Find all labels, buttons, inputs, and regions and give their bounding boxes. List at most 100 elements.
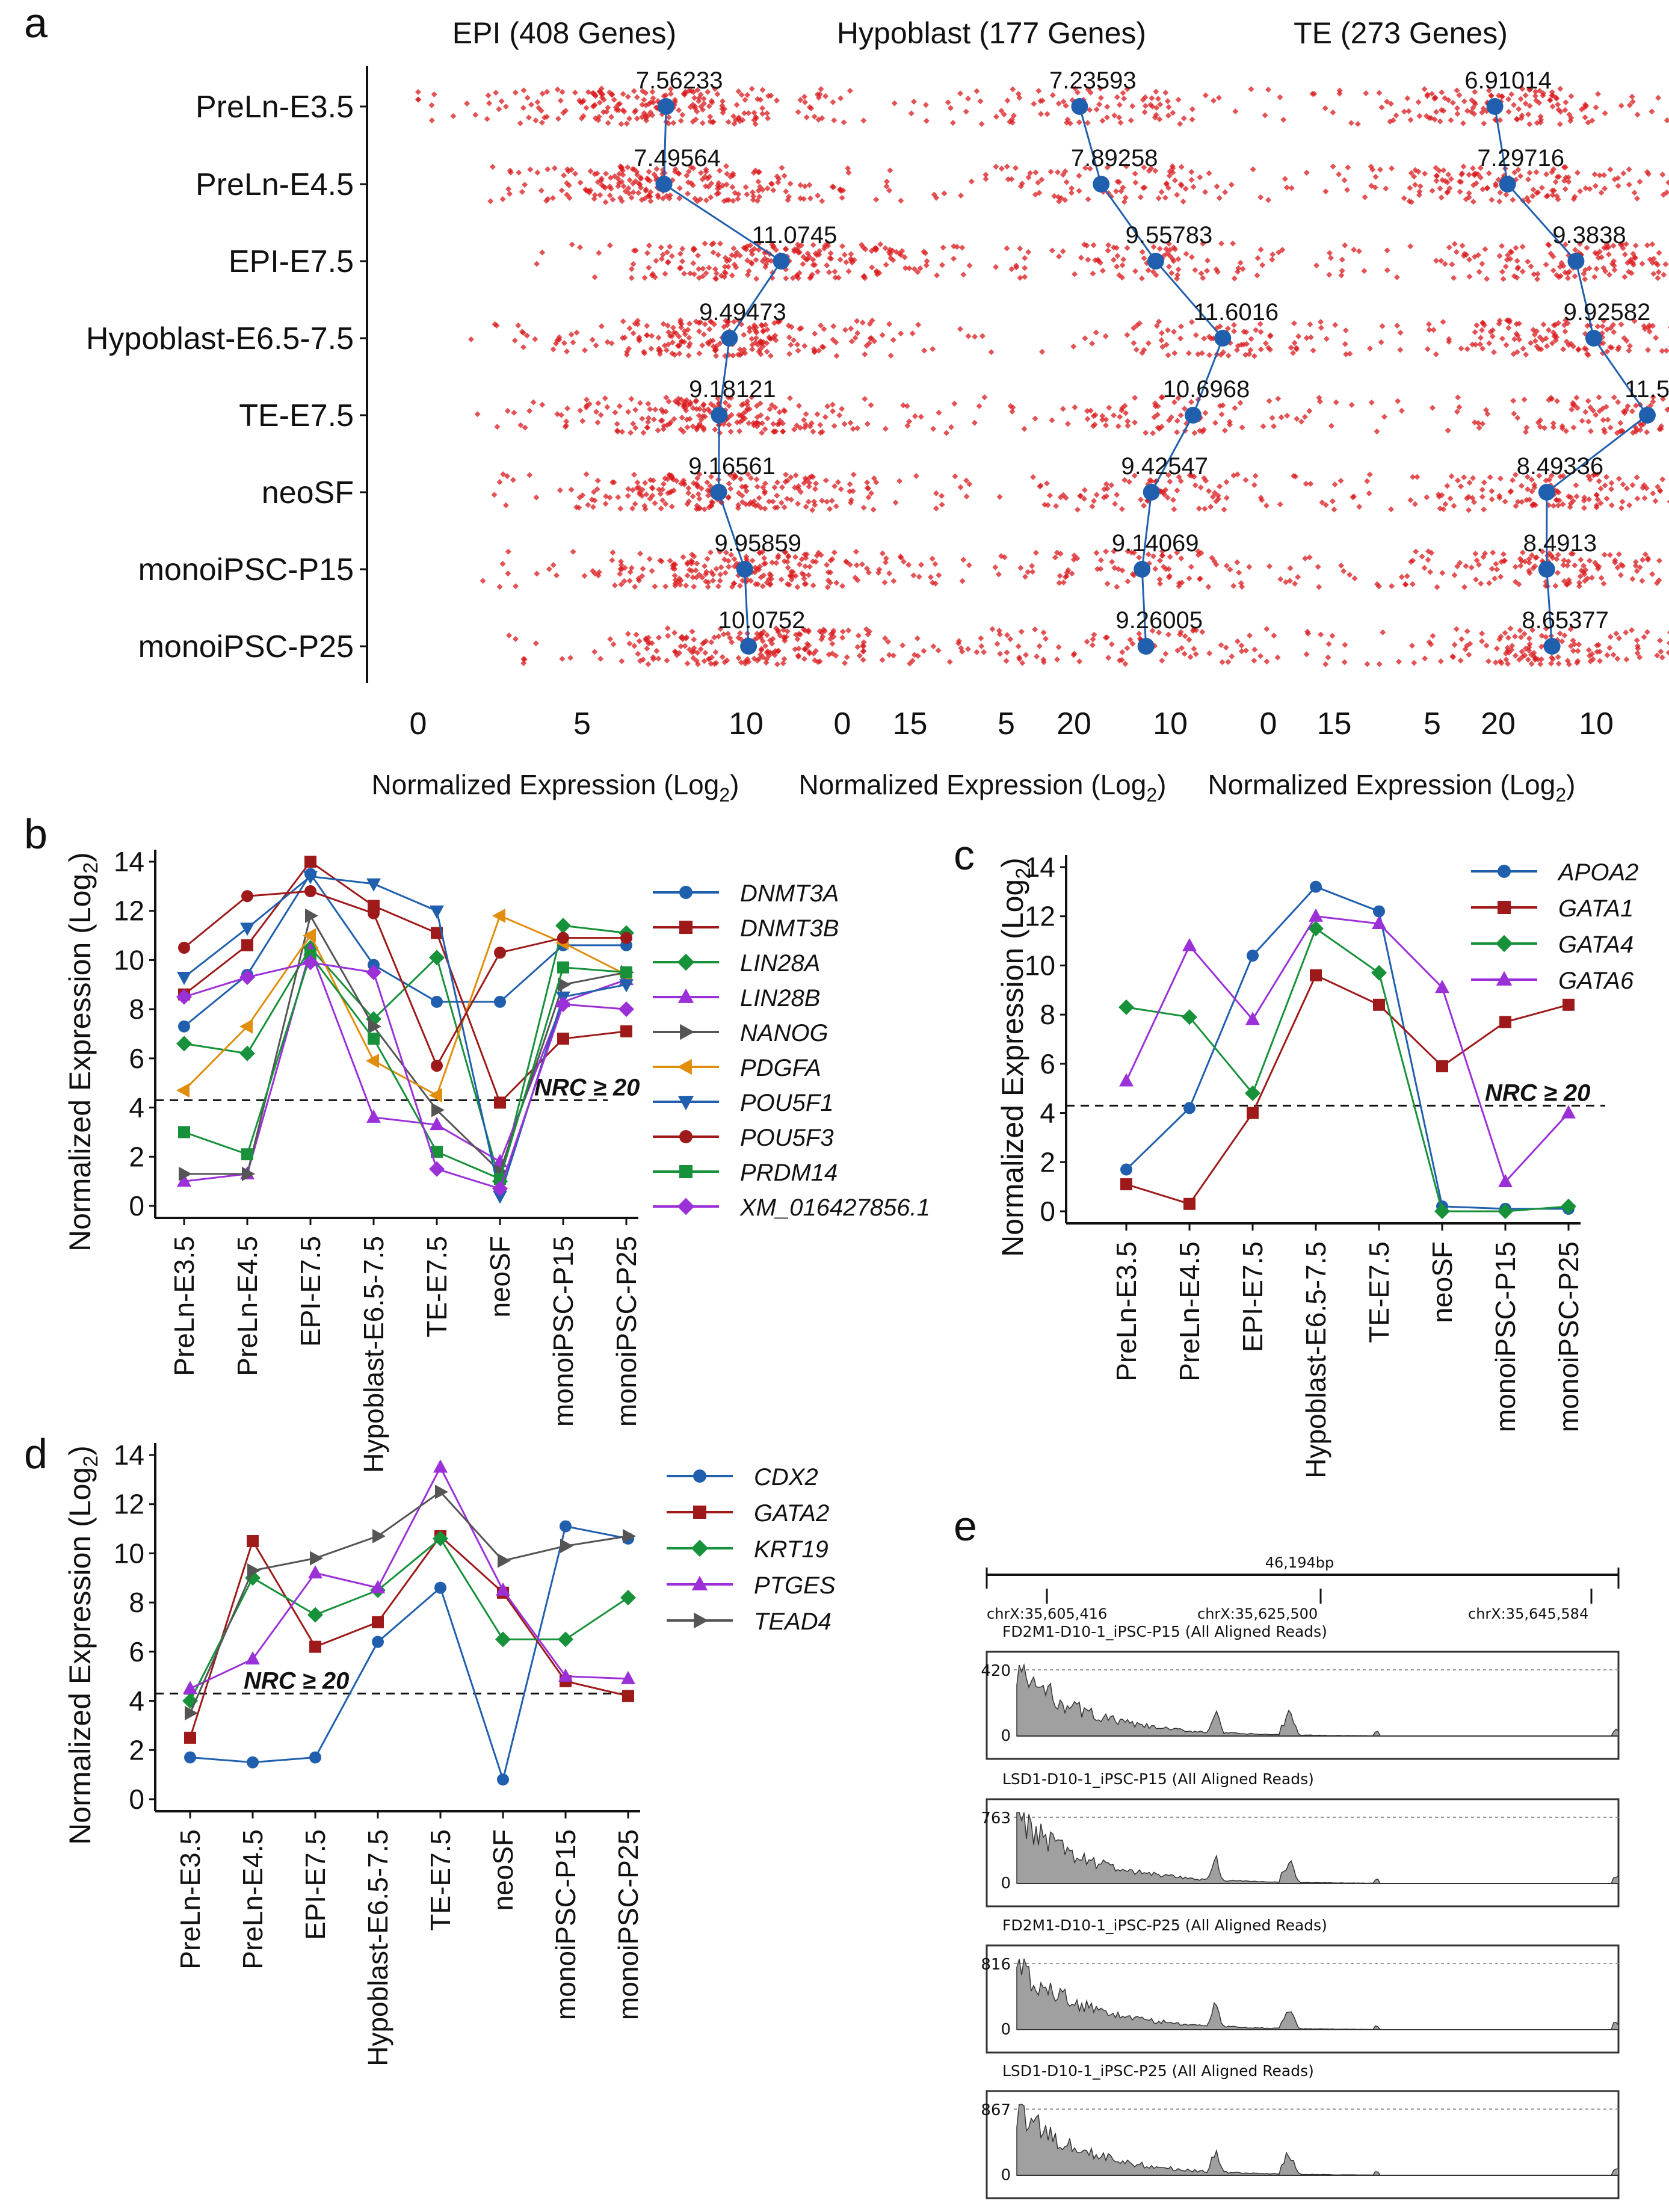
data-point: [818, 552, 824, 558]
data-point: [643, 90, 649, 96]
mean-marker: [1093, 176, 1110, 193]
data-point: [964, 646, 971, 652]
data-point: [1664, 189, 1669, 196]
series-point: [1120, 1163, 1132, 1176]
data-point: [1581, 571, 1588, 578]
series-point: [185, 1706, 198, 1720]
data-point: [694, 560, 700, 567]
data-point: [706, 265, 712, 271]
data-point: [767, 335, 773, 342]
data-point: [1434, 173, 1440, 179]
data-point: [738, 476, 744, 483]
data-point: [775, 318, 782, 324]
data-point: [1143, 430, 1149, 436]
data-point: [710, 119, 717, 125]
y-axis-label-subscript: 2: [1012, 868, 1035, 879]
data-point: [1448, 176, 1454, 182]
x-axis-label-subscript: 2: [1146, 784, 1157, 806]
series-point: [558, 1668, 573, 1682]
data-point: [1627, 258, 1634, 265]
data-point: [594, 419, 601, 426]
data-point: [624, 348, 631, 355]
mean-marker: [1486, 98, 1504, 115]
data-point: [559, 655, 566, 662]
data-point: [1634, 650, 1641, 656]
data-point: [686, 335, 693, 341]
data-point: [1156, 116, 1163, 123]
data-point: [1388, 582, 1395, 589]
data-point: [1655, 275, 1661, 282]
point-cloud: [1315, 548, 1663, 590]
data-point: [485, 92, 492, 99]
series-point: [1247, 1107, 1259, 1119]
data-point: [539, 401, 546, 408]
data-point: [694, 87, 701, 93]
data-point: [824, 561, 830, 568]
data-point: [1549, 555, 1556, 561]
data-point: [1621, 335, 1627, 341]
data-point: [539, 90, 546, 97]
data-point: [1025, 569, 1031, 575]
data-point: [760, 572, 767, 579]
data-point: [1566, 111, 1573, 118]
data-point: [653, 104, 659, 111]
data-point: [1529, 627, 1536, 634]
data-point: [854, 318, 860, 324]
data-point: [634, 479, 641, 486]
data-point: [1525, 656, 1531, 663]
data-point: [1484, 185, 1491, 191]
data-point: [1175, 96, 1182, 103]
data-point: [1185, 350, 1192, 356]
data-point: [1664, 117, 1669, 123]
data-point: [1562, 269, 1569, 276]
data-point: [1168, 270, 1175, 276]
data-point: [1104, 103, 1111, 110]
data-point: [1131, 325, 1137, 332]
legend-marker: [1498, 865, 1511, 878]
data-point: [715, 182, 721, 189]
data-point: [1049, 92, 1056, 99]
data-point: [759, 430, 765, 436]
data-point: [730, 113, 737, 120]
data-point: [1393, 274, 1400, 280]
data-point: [1167, 168, 1173, 175]
data-point: [1378, 339, 1384, 345]
span-label: 46,194bp: [1265, 1554, 1334, 1571]
data-point: [527, 166, 534, 173]
data-point: [1464, 628, 1470, 635]
data-point: [742, 184, 749, 191]
data-point: [1068, 190, 1075, 196]
data-point: [563, 418, 570, 425]
data-point: [847, 87, 853, 94]
data-point: [1522, 429, 1529, 436]
data-point: [1501, 557, 1508, 564]
data-point: [744, 191, 750, 198]
data-point: [586, 401, 593, 407]
data-point: [730, 245, 737, 252]
data-point: [1223, 478, 1230, 485]
data-point: [1152, 566, 1159, 572]
data-point: [1055, 644, 1062, 650]
series-point: [1373, 905, 1385, 918]
data-point: [1267, 332, 1274, 339]
data-point: [1446, 336, 1452, 342]
data-point: [647, 198, 654, 205]
data-point: [801, 417, 807, 424]
data-point: [1507, 625, 1514, 632]
data-point: [1510, 197, 1516, 203]
data-point: [1333, 399, 1339, 406]
series-point: [1561, 1105, 1576, 1119]
threshold-label: NRC ≥ 20: [534, 1074, 640, 1101]
data-point: [708, 180, 715, 187]
data-point: [882, 635, 889, 641]
data-point: [796, 561, 803, 568]
data-point: [1170, 110, 1176, 116]
data-point: [554, 86, 561, 93]
data-point: [620, 171, 626, 178]
data-point: [1543, 193, 1550, 200]
data-point: [757, 346, 764, 353]
legend-marker: [677, 1197, 695, 1216]
data-point: [1639, 578, 1646, 584]
data-point: [800, 261, 806, 267]
series-point: [431, 1060, 443, 1072]
